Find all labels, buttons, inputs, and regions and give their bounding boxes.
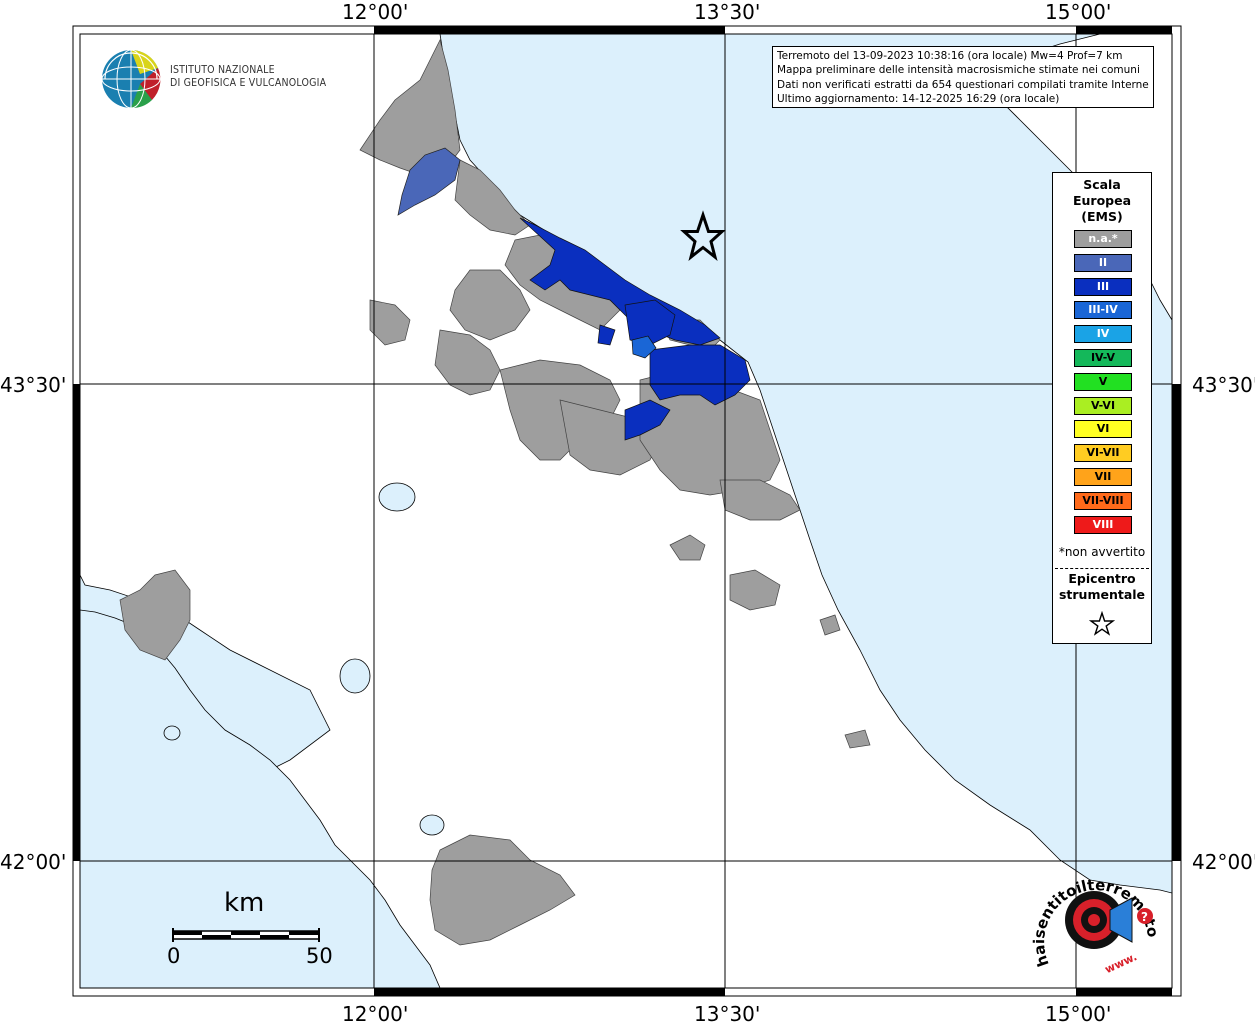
legend-title-2: Europea xyxy=(1072,193,1132,208)
haisentito-url: www. xyxy=(1103,950,1139,976)
legend-item: IV xyxy=(1074,325,1132,344)
legend-epicentre-2: strumentale xyxy=(1058,587,1146,602)
map-frame xyxy=(72,25,1182,997)
legend-item: IV-V xyxy=(1074,349,1132,367)
coord-bottom-1: 12°00' xyxy=(342,1002,409,1026)
legend-item: V-VI xyxy=(1074,396,1132,415)
megaphone-icon xyxy=(1109,897,1133,943)
event-info-line3: Dati non verificati estratti da 654 ques… xyxy=(777,78,1149,91)
ingv-logo-line2: DI GEOFISICA E VULCANOLOGIA xyxy=(170,77,327,89)
star-icon xyxy=(1089,611,1115,636)
municipality-ii xyxy=(397,147,461,216)
coord-top-2: 13°30' xyxy=(694,0,761,24)
scale-min: 0 xyxy=(167,944,181,968)
epicentre-star xyxy=(680,210,726,261)
legend-title-1: Scala xyxy=(1083,177,1121,192)
legend-note: *non avvertito xyxy=(1058,545,1146,559)
legend-item: VI xyxy=(1074,420,1132,439)
event-info-box: Terremoto del 13-09-2023 10:38:16 (ora l… xyxy=(772,46,1154,108)
ingv-globe-icon xyxy=(101,49,161,109)
lake-bracciano xyxy=(163,725,181,741)
coord-right-1: 43°30' xyxy=(1192,373,1255,397)
legend-item: n.a.* xyxy=(1074,230,1132,248)
event-info-line1: Terremoto del 13-09-2023 10:38:16 (ora l… xyxy=(777,50,1123,62)
legend-item: III-IV xyxy=(1074,301,1132,320)
question-icon xyxy=(1137,908,1153,924)
legend-item: V xyxy=(1074,372,1132,391)
ingv-logo-line1: ISTITUTO NAZIONALE xyxy=(170,64,275,76)
svg-text:?: ? xyxy=(1141,910,1148,924)
legend-title-3: (EMS) xyxy=(1081,209,1123,224)
coord-top-1: 12°00' xyxy=(342,0,409,24)
scale-bar: km 0 50 xyxy=(160,888,360,978)
ingv-logo: ISTITUTO NAZIONALE DI GEOFISICA E VULCAN… xyxy=(100,48,326,112)
municipality-iii-iv xyxy=(631,335,657,359)
legend-item: III xyxy=(1074,277,1132,296)
coord-right-2: 42°00' xyxy=(1192,850,1255,874)
ingv-logo-text: ISTITUTO NAZIONALE DI GEOFISICA E VULCAN… xyxy=(170,64,326,90)
legend-separator xyxy=(1055,568,1149,569)
legend-epicentre-1: Epicentro xyxy=(1068,571,1136,586)
municipalities-na xyxy=(119,39,871,946)
legend-item: II xyxy=(1074,253,1132,272)
legend-item: VIII xyxy=(1074,515,1132,534)
legend-item: VII-VIII xyxy=(1074,491,1132,510)
lake-vico xyxy=(419,814,445,836)
coord-left-2: 42°00' xyxy=(0,850,67,874)
ems-legend: Scala Europea (EMS) n.a.* II III III-IV IV IV… xyxy=(1052,172,1152,644)
lake-trasimeno xyxy=(378,482,416,512)
coord-left-1: 43°30' xyxy=(0,373,67,397)
scale-max: 50 xyxy=(306,944,333,968)
haisentito-logo: haisentitoilterremoto.it ? www. xyxy=(1028,856,1162,976)
legend-item: VI-VII xyxy=(1074,444,1132,463)
event-info-line2: Mappa preliminare delle intensità macros… xyxy=(777,64,1140,77)
scale-unit: km xyxy=(224,888,265,918)
legend-item: VII xyxy=(1074,468,1132,486)
coord-top-3: 15°00' xyxy=(1045,0,1112,24)
scale-bar-graphic xyxy=(172,928,320,942)
coord-bottom-3: 15°00' xyxy=(1045,1002,1112,1026)
lake-bolsena xyxy=(339,658,371,694)
coord-bottom-2: 13°30' xyxy=(694,1002,761,1026)
event-info-line4: Ultimo aggiornamento: 14-12-2025 16:29 (… xyxy=(777,93,1060,106)
